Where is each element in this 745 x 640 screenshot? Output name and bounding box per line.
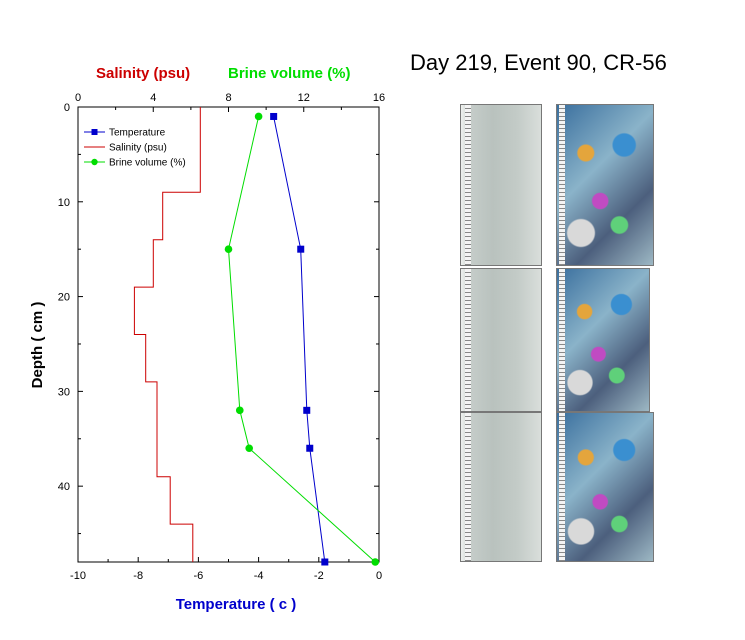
legend-marker: [91, 158, 98, 166]
temperature-point: [297, 245, 305, 253]
salinity-psu-line: [133, 107, 201, 562]
depth-axis-title: Depth ( cm ): [29, 302, 46, 389]
temperature-point: [270, 112, 278, 120]
brine-volume-point: [245, 444, 253, 453]
brine-volume-line: [227, 116, 376, 563]
temperature-axis-title: Temperature ( c ): [176, 596, 297, 613]
brine-volume-point: [224, 245, 233, 253]
event-title: Day 219, Event 90, CR-56: [410, 50, 667, 75]
chart-series: [133, 107, 380, 566]
core-photo-plain-3: [460, 412, 542, 562]
temperature-point: [303, 406, 311, 414]
bottom-tick-label: 0: [376, 570, 382, 582]
legend-label: Temperature: [109, 128, 166, 139]
plot-frame: [77, 106, 380, 563]
top-tick-label: 16: [373, 92, 385, 104]
brine-axis-title: Brine volume (%): [228, 65, 351, 82]
bottom-tick-label: -6: [194, 570, 204, 582]
brine-volume-point: [371, 558, 380, 566]
core-photo-plain-2: [460, 268, 542, 412]
temperature-point: [306, 444, 314, 452]
core-photo-plain-1: [460, 104, 542, 266]
temperature-point: [321, 558, 329, 566]
brine-volume-point: [235, 406, 244, 415]
top-tick-label: 12: [298, 92, 310, 104]
brine-volume-point: [254, 112, 263, 121]
y-tick-label: 10: [58, 197, 70, 209]
y-tick-label: 40: [58, 481, 70, 493]
core-photo-polarized-1: [556, 104, 654, 266]
bottom-tick-label: -10: [70, 570, 86, 582]
top-tick-label: 4: [150, 92, 156, 104]
top-tick-label: 8: [225, 92, 231, 104]
core-photo-polarized-2: [556, 268, 650, 412]
bottom-tick-label: -4: [254, 570, 264, 582]
chart-legend: Temperature Salinity (psu) Brine volume (%…: [84, 128, 186, 169]
legend-marker: [91, 129, 98, 135]
y-tick-label: 0: [64, 102, 70, 114]
bottom-tick-label: -8: [133, 570, 143, 582]
top-tick-label: 0: [75, 92, 81, 104]
legend-label: Salinity (psu): [109, 143, 167, 154]
legend-label: Brine volume (%): [109, 158, 186, 169]
y-tick-label: 20: [58, 292, 70, 304]
core-photo-polarized-3: [556, 412, 654, 562]
y-tick-label: 30: [58, 386, 70, 398]
bottom-tick-label: -2: [314, 570, 324, 582]
salinity-axis-title: Salinity (psu): [96, 65, 190, 82]
temperature-line: [273, 116, 326, 563]
